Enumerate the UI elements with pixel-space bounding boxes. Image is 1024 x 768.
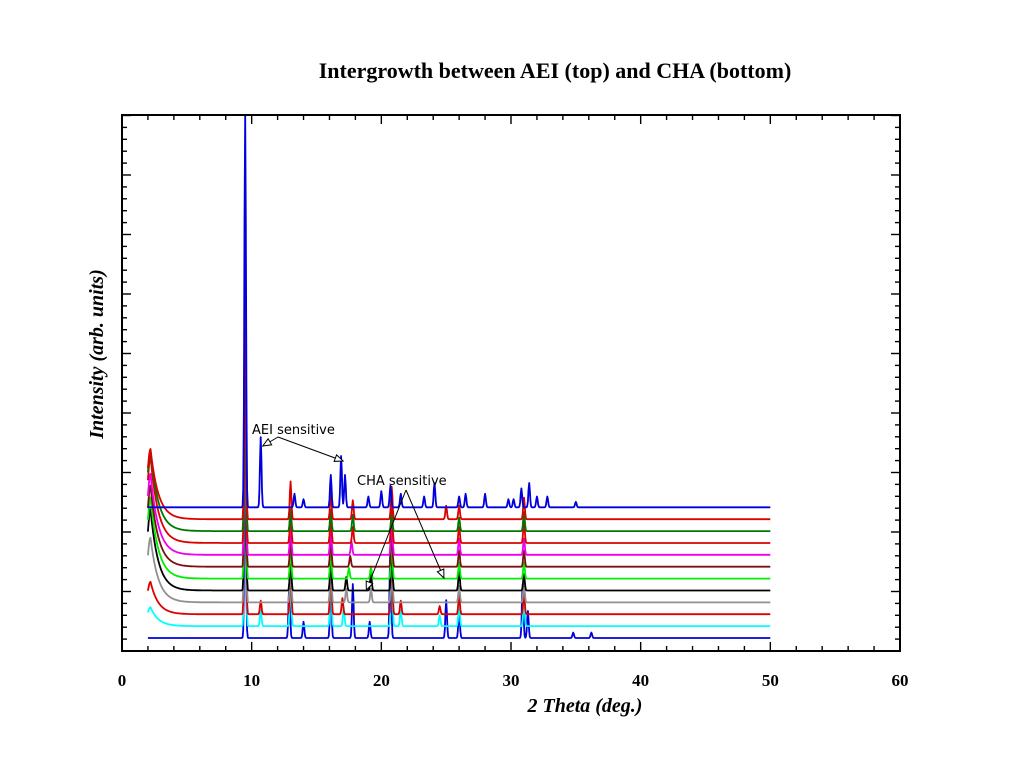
annotation-arrow: [365, 489, 407, 591]
x-axis-label: 2 Theta (deg.): [527, 695, 643, 717]
series-line-2: [147, 343, 771, 616]
annotation-arrowhead: [436, 568, 445, 580]
ticks-group: [121, 114, 901, 652]
series-line-11: [147, 114, 771, 509]
annotation-arrowhead: [333, 453, 345, 462]
annotations: AEI sensitive CHA sensitive: [252, 423, 447, 592]
x-tick-label: 50: [762, 671, 779, 690]
annotation-arrow: [405, 489, 445, 579]
series-line-9: [147, 260, 771, 532]
annotation-arrowhead: [261, 437, 273, 447]
series-line-6: [147, 295, 771, 568]
annotation-arrow: [277, 436, 344, 462]
x-tick-label: 0: [118, 671, 127, 690]
annotation-aei-sensitive: AEI sensitive: [252, 423, 335, 438]
series-line-4: [147, 319, 771, 592]
x-tick-label: 30: [503, 671, 520, 690]
chart-title: Intergrowth between AEI (top) and CHA (b…: [319, 58, 792, 83]
series-line-10: [147, 248, 771, 521]
x-tick-label: 40: [632, 671, 649, 690]
series-line-5: [147, 307, 771, 580]
x-tick-label: 60: [892, 671, 909, 690]
annotation-arrowhead: [365, 580, 374, 592]
series-line-8: [147, 272, 771, 544]
series-line-3: [147, 331, 771, 604]
x-tick-label: 10: [243, 671, 260, 690]
x-tick-label: 20: [373, 671, 390, 690]
plot-frame: [121, 114, 901, 652]
series-line-7: [147, 283, 771, 556]
series-group: [147, 114, 771, 639]
x-tick-labels: 0 10 20 30 40 50 60: [118, 671, 909, 690]
annotation-cha-sensitive: CHA sensitive: [357, 474, 447, 489]
y-axis-label: Intensity (arb. units): [86, 269, 108, 439]
